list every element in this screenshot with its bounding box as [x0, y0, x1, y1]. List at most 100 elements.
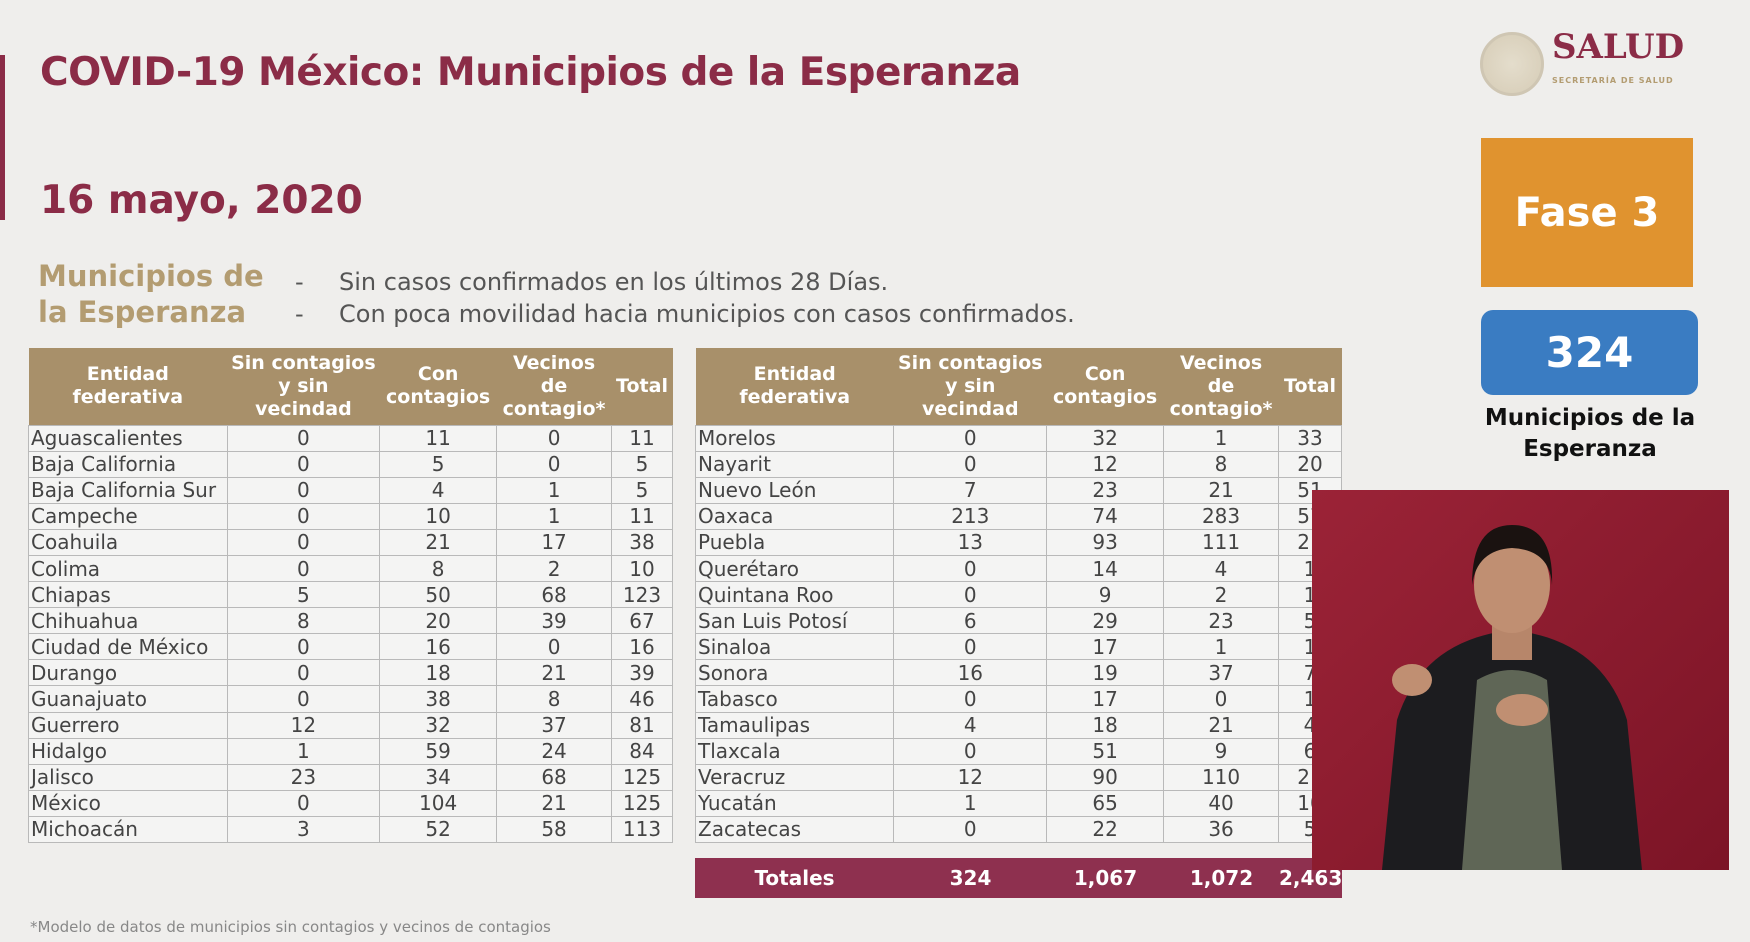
bullet: - [295, 300, 304, 328]
cell-entidad: Hidalgo [28, 737, 228, 765]
cell-total: 5 [611, 476, 673, 504]
cell-entidad: Campeche [28, 502, 228, 530]
sign-language-interpreter-video [1312, 490, 1729, 870]
cell-con-contagios: 104 [379, 789, 498, 817]
cell-vecinos: 1 [1163, 633, 1280, 661]
cell-sin-contagios: 0 [226, 554, 381, 583]
page-title: COVID-19 México: Municipios de la Espera… [40, 50, 1021, 95]
cell-total: 11 [611, 502, 673, 530]
cell-total: 20 [1278, 450, 1342, 478]
interpreter-figure [1382, 525, 1642, 870]
cell-sin-contagios: 4 [893, 711, 1048, 739]
cell-sin-contagios: 5 [226, 581, 381, 609]
totals-label: Totales [754, 866, 835, 890]
cell-total: 16 [611, 633, 673, 661]
cell-vecinos: 36 [1163, 815, 1280, 844]
page-date: 16 mayo, 2020 [40, 178, 363, 223]
table-row: Chihuahua 8 20 39 67 [28, 607, 673, 635]
totals-vecinos: 1,072 [1189, 866, 1254, 890]
cell-vecinos: 8 [496, 685, 613, 713]
cell-entidad: Chiapas [28, 581, 228, 609]
cell-sin-contagios: 12 [226, 711, 381, 739]
cell-entidad: Michoacán [28, 815, 228, 844]
cell-vecinos: 68 [496, 581, 613, 609]
cell-con-contagios: 9 [1046, 581, 1165, 609]
cell-vecinos: 21 [1163, 711, 1280, 739]
cell-entidad: Nuevo León [694, 476, 895, 504]
cell-entidad: Veracruz [694, 763, 895, 791]
cell-con-contagios: 12 [1046, 450, 1165, 478]
header-sin-contagios: Sin contagios y sin vecindad [893, 348, 1047, 425]
cell-sin-contagios: 6 [893, 607, 1048, 635]
cell-entidad: Coahuila [28, 528, 228, 556]
cell-vecinos: 2 [496, 554, 613, 583]
header-con-contagios: Con contagios [1046, 348, 1164, 425]
table-row: Baja California 0 5 0 5 [28, 450, 673, 478]
cell-entidad: Baja California [28, 450, 228, 478]
table-row: Tlaxcala 0 51 9 6 [694, 737, 1342, 765]
cell-total: 10 [611, 554, 673, 583]
cell-entidad: Querétaro [694, 554, 895, 583]
cell-sin-contagios: 0 [226, 424, 381, 452]
cell-con-contagios: 65 [1046, 789, 1165, 817]
cell-vecinos: 37 [496, 711, 613, 739]
table-row: Puebla 13 93 111 21 [694, 528, 1342, 556]
table-row: Colima 0 8 2 10 [28, 554, 673, 583]
cell-vecinos: 21 [496, 789, 613, 817]
municipios-count: 324 [1481, 310, 1698, 395]
table-row: Morelos 0 32 1 33 [694, 424, 1342, 452]
cell-con-contagios: 52 [379, 815, 498, 844]
table-row: Michoacán 3 52 58 113 [28, 815, 673, 844]
cell-vecinos: 2 [1163, 581, 1280, 609]
cell-sin-contagios: 0 [226, 502, 381, 530]
cell-sin-contagios: 0 [893, 633, 1048, 661]
table-row: Guerrero 12 32 37 81 [28, 711, 673, 739]
cell-sin-contagios: 8 [226, 607, 381, 635]
cell-total: 5 [611, 450, 673, 478]
cell-vecinos: 21 [1163, 476, 1280, 504]
cell-con-contagios: 59 [379, 737, 498, 765]
cell-entidad: Chihuahua [28, 607, 228, 635]
cell-sin-contagios: 0 [893, 581, 1048, 609]
cell-vecinos: 1 [1163, 424, 1280, 452]
cell-con-contagios: 34 [379, 763, 498, 791]
table-row: Sonora 16 19 37 7 [694, 659, 1342, 687]
criteria-label-line2: la Esperanza [38, 295, 247, 329]
table-row: Tamaulipas 4 18 21 4 [694, 711, 1342, 739]
cell-total: 39 [611, 659, 673, 687]
cell-con-contagios: 93 [1046, 528, 1165, 556]
cell-entidad: Tlaxcala [694, 737, 895, 765]
cell-con-contagios: 17 [1046, 685, 1165, 713]
cell-vecinos: 17 [496, 528, 613, 556]
cell-con-contagios: 10 [379, 502, 498, 530]
cell-sin-contagios: 0 [893, 737, 1048, 765]
cell-sin-contagios: 16 [893, 659, 1048, 687]
cell-entidad: Durango [28, 659, 228, 687]
cell-sin-contagios: 0 [893, 815, 1048, 844]
cell-vecinos: 0 [1163, 685, 1280, 713]
table-row: Campeche 0 10 1 11 [28, 502, 673, 530]
cell-sin-contagios: 1 [226, 737, 381, 765]
table-row: Hidalgo 1 59 24 84 [28, 737, 673, 765]
cell-sin-contagios: 0 [226, 789, 381, 817]
cell-con-contagios: 5 [379, 450, 498, 478]
cell-sin-contagios: 213 [893, 502, 1048, 530]
cell-vecinos: 0 [496, 450, 613, 478]
cell-sin-contagios: 13 [893, 528, 1048, 556]
cell-entidad: Puebla [694, 528, 895, 556]
cell-vecinos: 9 [1163, 737, 1280, 765]
header-total: Total [611, 348, 673, 425]
cell-sin-contagios: 0 [226, 659, 381, 687]
cell-sin-contagios: 0 [226, 528, 381, 556]
cell-sin-contagios: 0 [893, 450, 1048, 478]
cell-vecinos: 1 [496, 476, 613, 504]
table-row: Yucatán 1 65 40 10 [694, 789, 1342, 817]
cell-total: 84 [611, 737, 673, 765]
cell-entidad: Tabasco [694, 685, 895, 713]
cell-vecinos: 0 [496, 424, 613, 452]
cell-vecinos: 21 [496, 659, 613, 687]
cell-con-contagios: 20 [379, 607, 498, 635]
criteria-item: - Con poca movilidad hacia municipios con… [295, 298, 1075, 330]
cell-con-contagios: 18 [1046, 711, 1165, 739]
header-sin-contagios: Sin contagios y sin vecindad [227, 348, 380, 425]
